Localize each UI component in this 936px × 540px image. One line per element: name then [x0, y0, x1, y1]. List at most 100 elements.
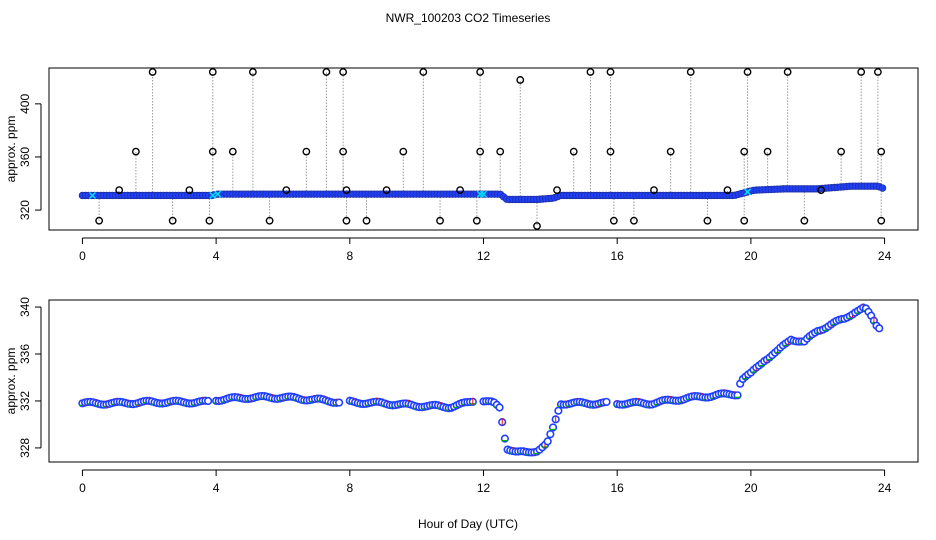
x-tick-label: 8 — [346, 249, 353, 263]
outlier-point — [228, 147, 237, 156]
x-axis-label: Hour of Day (UTC) — [418, 517, 518, 531]
y-tick-label: 320 — [18, 200, 32, 220]
x-tick-label: 24 — [878, 481, 892, 495]
outlier-point — [208, 68, 217, 76]
outlier-point — [817, 186, 825, 195]
y-tick-label: 360 — [18, 147, 32, 167]
outlier-point — [686, 68, 695, 76]
outlier-point — [783, 68, 792, 76]
top-x-axis: 0 4 8 12 16 20 24 — [79, 237, 892, 263]
outlier-point — [95, 216, 104, 225]
ppm-point — [602, 397, 611, 407]
outlier-point — [630, 216, 638, 225]
top-y-axis-label: approx. ppm — [4, 116, 18, 183]
bottom-y-axis: 328 332 336 340 — [18, 297, 42, 458]
x-tick-label: 24 — [878, 249, 892, 263]
outlier-point — [800, 216, 809, 225]
y-tick-label: 340 — [18, 297, 32, 317]
outlier-point — [208, 147, 217, 156]
outlier-point — [362, 216, 371, 225]
outlier-point — [302, 147, 311, 156]
baseline-accent — [744, 188, 752, 196]
outlier-point — [740, 147, 749, 156]
ppm-point — [495, 403, 504, 412]
outlier-point — [516, 76, 525, 84]
outlier-point — [185, 186, 194, 195]
y-tick-label: 332 — [18, 391, 32, 411]
y-tick-label: 400 — [18, 94, 32, 114]
top-panel: 0 4 8 12 16 20 24 320 360 400 approx. ppm — [4, 67, 919, 263]
top-y-axis: 320 360 400 — [18, 94, 42, 220]
outlier-point — [609, 216, 618, 225]
outlier-point — [282, 186, 291, 195]
outlier-point — [606, 147, 615, 156]
outlier-point — [342, 216, 351, 225]
outlier-point — [205, 216, 214, 225]
x-tick-label: 4 — [213, 249, 220, 263]
outlier-point — [472, 216, 481, 225]
x-tick-label: 12 — [477, 481, 491, 495]
y-tick-label: 328 — [18, 438, 32, 458]
outlier-point — [877, 216, 886, 225]
outlier-point — [873, 68, 882, 76]
outlier-point — [569, 147, 578, 156]
outlier-point — [857, 68, 866, 76]
x-tick-label: 20 — [744, 249, 758, 263]
top-points — [78, 68, 887, 230]
outlier-point — [419, 68, 428, 76]
outlier-point — [476, 147, 485, 156]
ppm-point — [543, 437, 552, 446]
outlier-point — [131, 147, 140, 156]
outlier-point — [763, 147, 772, 156]
outlier-point — [877, 147, 886, 156]
baseline-point — [878, 184, 887, 192]
outlier-point — [650, 186, 658, 195]
outlier-point — [586, 68, 595, 76]
outlier-point — [168, 216, 177, 225]
outlier-point — [553, 186, 561, 195]
x-tick-label: 16 — [611, 481, 625, 495]
x-tick-label: 12 — [477, 249, 491, 263]
bottom-points — [78, 303, 884, 457]
outlier-point — [496, 147, 505, 156]
outlier-point — [533, 222, 541, 230]
outlier-point — [382, 186, 391, 195]
baseline-accent — [88, 191, 96, 200]
outlier-point — [703, 216, 712, 225]
x-tick-label: 4 — [213, 481, 220, 495]
outlier-point — [606, 68, 615, 76]
baseline-accent — [209, 191, 217, 200]
outlier-point — [476, 68, 485, 76]
x-tick-label: 20 — [744, 481, 758, 495]
baseline-accent — [479, 190, 488, 198]
outlier-point — [666, 147, 675, 156]
outlier-point — [265, 216, 274, 225]
outlier-point — [148, 68, 157, 76]
x-tick-label: 0 — [79, 249, 86, 263]
outlier-point — [837, 147, 846, 156]
outlier-point — [115, 186, 124, 195]
x-tick-label: 8 — [346, 481, 353, 495]
y-tick-label: 336 — [18, 344, 32, 364]
ppm-point — [875, 324, 884, 333]
bottom-x-axis: 0 4 8 12 16 20 24 — [79, 469, 892, 495]
bottom-panel: 0 4 8 12 16 20 24 328 332 336 340 approx. ppm — [4, 297, 919, 495]
chart-title: NWR_100203 CO2 Timeseries — [386, 11, 551, 25]
bottom-plot-frame — [48, 299, 919, 463]
outlier-point — [723, 186, 732, 195]
outlier-point — [456, 186, 465, 195]
ppm-point — [203, 396, 213, 406]
top-spikes — [98, 71, 882, 227]
outlier-point — [743, 68, 752, 76]
outlier-point — [248, 68, 257, 76]
outlier-point — [339, 68, 348, 76]
outlier-point — [740, 216, 749, 225]
outlier-point — [339, 147, 348, 156]
x-tick-label: 0 — [79, 481, 86, 495]
bottom-y-axis-label: approx. ppm — [4, 348, 18, 415]
ppm-point — [546, 430, 555, 439]
baseline-accent — [214, 190, 222, 198]
outlier-point — [436, 216, 444, 225]
outlier-point — [342, 186, 351, 195]
